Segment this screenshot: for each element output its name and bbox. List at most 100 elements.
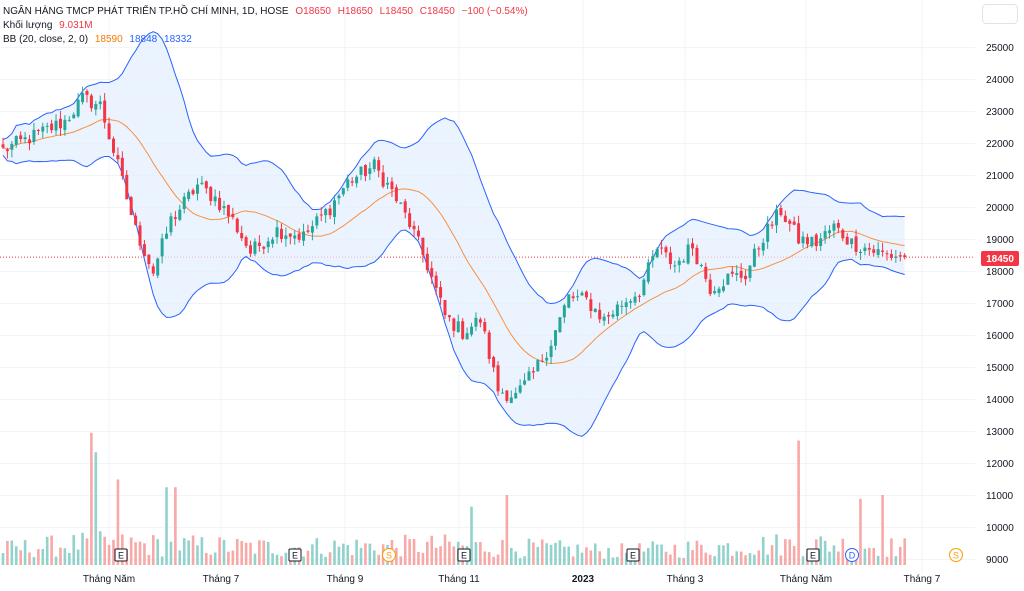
candle-body bbox=[218, 197, 222, 211]
bb-upper-line bbox=[2, 31, 905, 305]
volume-bar bbox=[540, 539, 544, 565]
dividend-marker bbox=[845, 548, 859, 562]
candle-body bbox=[45, 125, 49, 127]
time-tick-label: Tháng 9 bbox=[327, 574, 364, 585]
volume-bar bbox=[890, 538, 893, 565]
candle-body bbox=[302, 231, 306, 241]
volume-bar bbox=[841, 538, 845, 565]
volume-bar bbox=[182, 538, 186, 565]
volume-bar bbox=[240, 540, 243, 565]
event-label: E bbox=[810, 551, 816, 561]
candle-body bbox=[651, 256, 655, 261]
candle-body bbox=[682, 261, 686, 263]
volume-bar bbox=[536, 546, 540, 565]
candle-body bbox=[828, 230, 832, 234]
symbol-title[interactable]: NGÂN HÀNG TMCP PHÁT TRIỂN TP.HỒ CHÍ MINH… bbox=[3, 6, 289, 17]
volume-bar bbox=[165, 487, 168, 565]
volume-bar bbox=[766, 554, 769, 565]
price-tick-label: 11000 bbox=[986, 491, 1014, 502]
volume-bar bbox=[748, 553, 752, 565]
candle-body bbox=[443, 300, 447, 316]
bollinger-bands bbox=[2, 31, 905, 437]
candle-body bbox=[770, 224, 774, 226]
candle-body bbox=[633, 296, 637, 303]
volume-bar bbox=[14, 546, 18, 565]
price-tick-label: 23000 bbox=[986, 107, 1014, 118]
volume-bar bbox=[6, 540, 9, 565]
candle-body bbox=[151, 266, 155, 274]
event-label: E bbox=[292, 551, 298, 561]
ohlc-high: H18650 bbox=[337, 6, 373, 17]
volume-bar bbox=[868, 547, 871, 565]
volume-bar bbox=[37, 549, 40, 565]
candle-body bbox=[514, 392, 518, 399]
candle-body bbox=[527, 371, 531, 381]
candle-body bbox=[253, 241, 257, 254]
candle-body bbox=[235, 218, 239, 233]
price-tick-label: 17000 bbox=[986, 299, 1014, 310]
candle-body bbox=[452, 318, 456, 331]
volume-bar bbox=[607, 548, 610, 565]
volume-bar bbox=[426, 541, 429, 565]
volume-bar bbox=[54, 556, 58, 565]
candle-body bbox=[310, 226, 314, 233]
volume-bar bbox=[589, 550, 593, 565]
candle-body bbox=[363, 165, 367, 177]
volume-bar bbox=[744, 555, 747, 565]
candle-body bbox=[470, 326, 474, 335]
volume-bar bbox=[726, 543, 730, 565]
candle-body bbox=[372, 159, 376, 170]
bb-label[interactable]: BB (20, close, 2, 0) bbox=[3, 34, 89, 45]
chart-settings-button[interactable] bbox=[982, 4, 1018, 24]
event-label: D bbox=[849, 551, 856, 561]
candle-body bbox=[50, 123, 54, 131]
event-label: S bbox=[386, 551, 392, 561]
volume-bar bbox=[253, 553, 257, 565]
volume-bar bbox=[41, 549, 45, 565]
candle-body bbox=[483, 322, 487, 332]
candle-body bbox=[567, 294, 571, 308]
event-label: E bbox=[118, 551, 124, 561]
earnings-marker bbox=[626, 548, 640, 562]
volume-bar bbox=[302, 556, 305, 565]
time-axis[interactable]: Tháng Năm Tháng 7 Tháng 9 Tháng 11 2023 Tháng… bbox=[83, 574, 941, 585]
volume-bar bbox=[898, 546, 902, 565]
candle-body bbox=[333, 200, 336, 217]
volume-label[interactable]: Khối lượng bbox=[3, 20, 53, 31]
volume-bar bbox=[859, 498, 862, 565]
last-price-tag: 18450 bbox=[981, 251, 1019, 266]
bb-legend: BB (20, close, 2, 0) 18590 18848 18332 bbox=[3, 33, 196, 46]
candle-body bbox=[244, 237, 248, 246]
volume-bar bbox=[337, 546, 341, 565]
volume-bar bbox=[434, 547, 438, 565]
volume-bar bbox=[244, 542, 248, 565]
candle-body bbox=[399, 202, 403, 204]
candle-body bbox=[28, 139, 32, 144]
candle-body bbox=[41, 126, 45, 132]
ohlc-change: −100 (−0.54%) bbox=[461, 6, 528, 17]
candle-body bbox=[721, 286, 725, 291]
candle-body bbox=[668, 252, 672, 264]
volume-bar bbox=[107, 544, 111, 565]
candle-body bbox=[660, 247, 664, 249]
volume-bar bbox=[872, 547, 876, 565]
event-label: E bbox=[461, 551, 467, 561]
time-tick-label: Tháng 7 bbox=[904, 574, 941, 585]
volume-bar bbox=[470, 506, 473, 565]
candle-body bbox=[894, 256, 898, 258]
price-axis[interactable]: 25000 24000 23000 22000 21000 20000 19000 18000… bbox=[986, 43, 1014, 566]
volume-bar bbox=[448, 541, 451, 565]
volume-bar bbox=[779, 555, 783, 565]
volume-bar bbox=[452, 546, 456, 565]
candle-body bbox=[735, 273, 739, 275]
candle-body bbox=[394, 187, 398, 202]
candle-body bbox=[430, 268, 434, 277]
volume-bar bbox=[832, 545, 836, 565]
candle-body bbox=[691, 243, 695, 249]
candle-body bbox=[744, 275, 748, 280]
volume-bar bbox=[518, 558, 522, 565]
candle-body bbox=[664, 247, 668, 253]
candle-body bbox=[306, 230, 310, 232]
candle-body bbox=[293, 235, 297, 239]
